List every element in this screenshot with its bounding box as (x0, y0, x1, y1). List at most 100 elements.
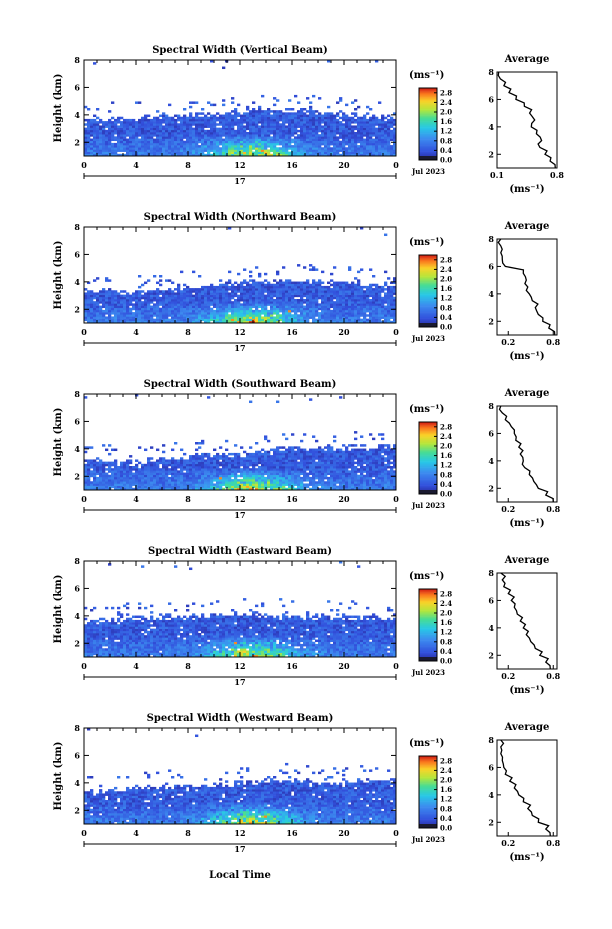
heatmap-cell (237, 142, 241, 146)
heatmap-cell (156, 134, 160, 137)
colorbar-segment (419, 145, 437, 148)
heatmap-cell (306, 307, 310, 311)
heatmap-cell (198, 463, 202, 467)
heatmap-cell (246, 288, 250, 291)
heatmap-cell (135, 134, 139, 137)
heatmap-cell (258, 149, 262, 152)
heatmap-cell (378, 299, 382, 302)
heatmap-cell (261, 296, 265, 300)
heatmap-cell (225, 281, 229, 285)
day-label: 17 (234, 176, 245, 186)
heatmap-cell (309, 114, 313, 118)
heatmap-cell (195, 481, 199, 484)
heatmap-cell (243, 285, 247, 289)
heatmap-cell (339, 318, 343, 322)
heatmap-cell (180, 487, 184, 491)
heatmap-cell (126, 145, 130, 148)
heatmap-cell (129, 149, 133, 152)
heatmap-cell (186, 129, 190, 133)
heatmap-cell (282, 142, 286, 146)
heatmap-cell (186, 123, 190, 126)
heatmap-cell (123, 474, 127, 478)
heatmap-cell (177, 136, 181, 139)
heatmap-cell (195, 476, 199, 480)
heatmap-cell (147, 459, 151, 462)
heatmap-cell (156, 466, 160, 469)
heatmap-cell (225, 318, 229, 322)
heatmap-cell (267, 283, 271, 287)
heatmap-cell (111, 147, 115, 150)
heatmap-cell (255, 290, 259, 293)
heatmap-cell (105, 305, 109, 309)
heatmap-cell (117, 476, 121, 480)
heatmap-cell (87, 118, 91, 122)
heatmap-cell (303, 134, 307, 137)
colorbar-segment (419, 299, 437, 301)
heatmap-cell (261, 149, 265, 152)
heatmap-cell (249, 288, 253, 291)
heatmap-cell (93, 132, 97, 135)
heatmap-cell (348, 147, 352, 150)
heatmap-cell (255, 479, 259, 482)
heatmap-cell (129, 145, 133, 148)
colorbar-segment (419, 89, 437, 91)
heatmap-cell (249, 455, 253, 458)
heatmap-cell (261, 318, 265, 322)
heatmap-cell (309, 309, 313, 313)
heatmap-cell (309, 138, 313, 142)
heatmap-cell (195, 479, 199, 482)
heatmap-cell (372, 296, 376, 300)
heatmap-cell (369, 149, 373, 152)
heatmap-cell (276, 142, 280, 146)
heatmap-cell (225, 121, 229, 124)
heatmap-cell (90, 296, 94, 300)
heatmap-cell (129, 483, 133, 486)
heatmap-cell (195, 468, 199, 471)
heatmap-cell (219, 296, 223, 300)
heatmap-cell (186, 316, 190, 319)
heatmap-cell (159, 483, 163, 486)
heatmap-cell (258, 138, 262, 142)
heatmap-cell (228, 476, 232, 480)
colorbar-segment (419, 288, 437, 291)
heatmap-cell (105, 125, 109, 128)
heatmap-cell (375, 305, 379, 309)
heatmap-cell (240, 140, 244, 144)
heatmap-cell (378, 285, 382, 289)
heatmap-cell (174, 138, 178, 142)
colorbar-segment (419, 142, 437, 144)
heatmap-cell (363, 316, 367, 319)
heatmap-cell (99, 479, 103, 482)
heatmap-cell (348, 307, 352, 311)
heatmap-cell (324, 121, 328, 124)
heatmap-cell (231, 318, 235, 322)
heatmap-cell (264, 140, 268, 144)
colorbar-tick-label: 1.6 (440, 117, 452, 126)
average-x-tick-label: 0.1 (490, 170, 504, 180)
heatmap-cell (135, 296, 139, 300)
heatmap-cell (111, 101, 115, 104)
heatmap-cell (216, 452, 220, 456)
heatmap-cell (183, 283, 187, 287)
heatmap-cell (375, 153, 379, 157)
heatmap-cell (324, 312, 328, 315)
heatmap-cell (234, 307, 238, 311)
heatmap-cell (252, 283, 256, 287)
heatmap-cell (132, 305, 136, 309)
heatmap-cell (297, 118, 301, 122)
heatmap-cell (210, 129, 214, 133)
heatmap-cell (345, 290, 349, 293)
heatmap-cell (141, 283, 145, 287)
heatmap-cell (228, 487, 232, 491)
heatmap-cell (174, 123, 178, 126)
heatmap-cell (204, 312, 208, 315)
heatmap-cell (255, 483, 259, 486)
heatmap-cell (315, 145, 319, 148)
heatmap-cell (96, 307, 100, 311)
heatmap-cell (258, 452, 262, 456)
heatmap-cell (339, 290, 343, 293)
heatmap-cell (330, 309, 334, 313)
heatmap-cell (288, 99, 292, 102)
heatmap-cell (138, 123, 142, 126)
heatmap-cell (354, 301, 358, 304)
